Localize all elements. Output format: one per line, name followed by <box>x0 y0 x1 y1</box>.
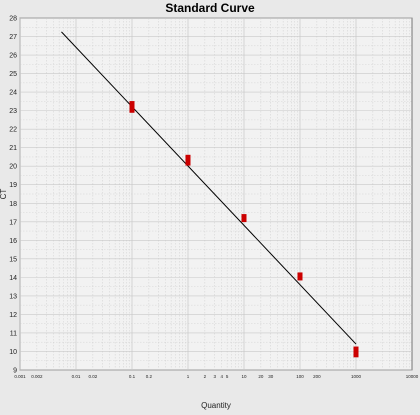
y-axis-label: CT <box>0 189 8 200</box>
y-tick-label: 17 <box>9 219 17 226</box>
x-tick-label: 10 <box>241 374 247 379</box>
x-tick-label: 200 <box>313 374 321 379</box>
x-tick-label: 0.2 <box>146 374 153 379</box>
x-axis-label: Quantity <box>201 401 231 410</box>
x-tick-label: 20 <box>258 374 264 379</box>
chart-title: Standard Curve <box>165 1 255 15</box>
y-tick-label: 25 <box>9 71 17 78</box>
x-tick-label: 2 <box>204 374 207 379</box>
x-tick-label: 0.1 <box>129 374 136 379</box>
x-axis-ticks: 0.001 0.002 0.01 0.02 0.1 0.2 1 2 3 4 5 10 20 30 100 20… <box>14 374 418 379</box>
y-tick-label: 19 <box>9 182 17 189</box>
data-point <box>353 349 359 358</box>
y-tick-label: 20 <box>9 164 17 171</box>
y-tick-label: 18 <box>9 201 17 208</box>
y-tick-label: 23 <box>9 108 17 115</box>
data-point <box>297 272 303 281</box>
x-tick-label: 0.01 <box>72 374 81 379</box>
x-tick-label: 0.02 <box>88 374 97 379</box>
regression-line <box>61 31 357 345</box>
x-tick-label: 3 <box>213 374 216 379</box>
y-axis-ticks: 9 10 11 12 13 14 15 16 17 18 19 20 21 22 23 24 25 26 27 28 <box>9 16 17 375</box>
y-tick-label: 13 <box>9 293 17 300</box>
y-tick-label: 27 <box>9 34 17 41</box>
data-point <box>185 157 191 166</box>
grid-lines <box>19 17 412 371</box>
y-tick-label: 15 <box>9 256 17 263</box>
x-tick-label: 0.001 <box>14 374 26 379</box>
y-tick-label: 28 <box>9 16 17 23</box>
y-tick-label: 14 <box>9 275 17 282</box>
x-tick-label: 100 <box>296 374 304 379</box>
y-tick-label: 24 <box>9 90 17 97</box>
y-tick-label: 10 <box>9 349 17 356</box>
y-tick-label: 11 <box>10 330 17 337</box>
y-tick-label: 12 <box>9 312 17 319</box>
y-tick-label: 9 <box>13 368 17 375</box>
data-point <box>241 214 247 223</box>
data-points <box>129 101 359 358</box>
data-point <box>129 104 135 113</box>
x-tick-label: 4 <box>220 374 223 379</box>
x-tick-label: 0.002 <box>31 374 43 379</box>
x-tick-label: 10000 <box>406 374 419 379</box>
y-tick-label: 22 <box>9 127 17 134</box>
x-tick-label: 30 <box>268 374 274 379</box>
y-tick-label: 26 <box>9 53 17 60</box>
x-tick-label: 5 <box>226 374 229 379</box>
y-tick-label: 16 <box>9 238 17 245</box>
x-tick-label: 1 <box>187 374 190 379</box>
x-tick-label: 1000 <box>351 374 362 379</box>
y-tick-label: 21 <box>9 145 17 152</box>
